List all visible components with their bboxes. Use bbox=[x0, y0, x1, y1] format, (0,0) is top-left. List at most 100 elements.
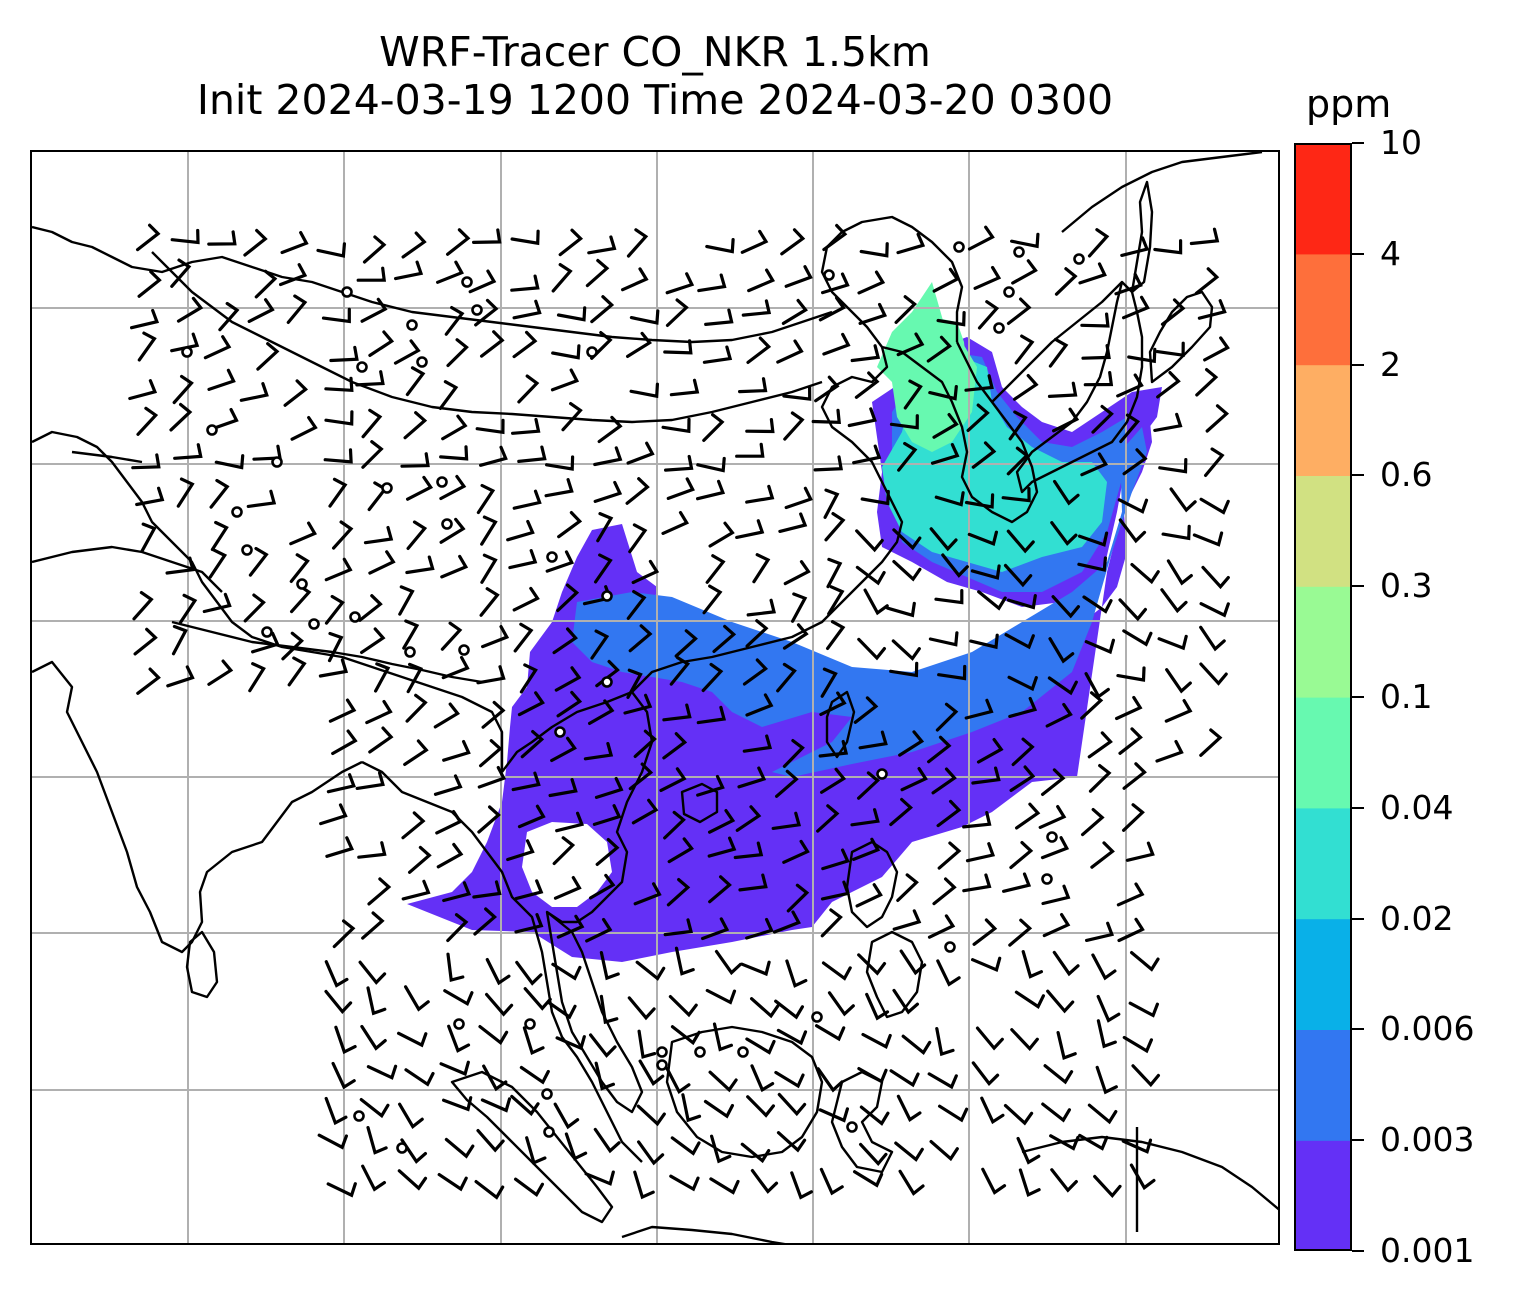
wind-barb-222 bbox=[628, 523, 648, 554]
wind-barb-591 bbox=[1087, 1103, 1118, 1125]
wind-barb-393 bbox=[511, 771, 541, 792]
wind-barb-559 bbox=[638, 1059, 665, 1086]
wind-barb-309 bbox=[857, 637, 886, 661]
wind-barb-622 bbox=[750, 1169, 779, 1194]
wind-barb-607 bbox=[929, 1140, 959, 1162]
map-canvas bbox=[32, 152, 1278, 1243]
wind-barb-96 bbox=[822, 332, 851, 356]
wind-barb-73 bbox=[977, 300, 1000, 330]
wind-barb-278 bbox=[746, 598, 776, 617]
wind-barb-213 bbox=[289, 521, 317, 546]
wind-barb-78 bbox=[1197, 299, 1227, 320]
wind-barb-137 bbox=[361, 408, 383, 439]
map-panel bbox=[30, 150, 1280, 1245]
calm-wind-marker-31 bbox=[993, 322, 1005, 334]
coastline-bay-of-bengal-east bbox=[361, 760, 643, 1163]
wind-barb-153 bbox=[1008, 410, 1028, 441]
wind-barb-508 bbox=[1091, 953, 1117, 981]
wind-barb-571 bbox=[1131, 1064, 1160, 1088]
wind-barb-430 bbox=[1122, 803, 1145, 832]
wind-barb-554 bbox=[404, 1068, 435, 1087]
wind-barb-317 bbox=[1157, 634, 1188, 651]
colorbar-tick-label-6: 0.1 bbox=[1380, 677, 1433, 716]
wind-barb-74 bbox=[1006, 297, 1032, 325]
wind-barb-541 bbox=[745, 1037, 776, 1055]
wind-barb-51 bbox=[1194, 267, 1220, 295]
wind-barb-34 bbox=[468, 269, 497, 294]
wind-barb-550 bbox=[1096, 1019, 1117, 1049]
wind-barb-105 bbox=[1203, 336, 1230, 362]
wind-barb-426 bbox=[962, 811, 992, 829]
wind-barb-371 bbox=[479, 739, 503, 768]
wind-barb-108 bbox=[207, 368, 236, 391]
wind-barb-598 bbox=[564, 1132, 588, 1161]
wind-barb-287 bbox=[1082, 595, 1113, 614]
wind-barb-9 bbox=[446, 228, 471, 256]
wind-barb-534 bbox=[478, 1025, 509, 1045]
wind-barb-469 bbox=[1116, 882, 1145, 907]
wind-barb-597 bbox=[525, 1136, 547, 1165]
wind-barb-406 bbox=[1009, 765, 1036, 792]
wind-barb-496 bbox=[635, 960, 666, 981]
wind-barb-8 bbox=[401, 231, 427, 259]
wind-barb-129 bbox=[1116, 373, 1144, 398]
wind-barb-536 bbox=[555, 1035, 586, 1051]
wind-barb-447 bbox=[1040, 836, 1070, 860]
wind-barb-15 bbox=[705, 238, 735, 254]
wind-barb-193 bbox=[476, 483, 496, 515]
wind-barb-417 bbox=[631, 798, 659, 825]
wind-barb-267 bbox=[243, 593, 266, 623]
wind-barb-150 bbox=[889, 414, 919, 430]
wind-barb-202 bbox=[823, 488, 840, 519]
wind-barb-522 bbox=[774, 999, 804, 1020]
wind-barb-76 bbox=[1122, 295, 1150, 320]
wind-barb-352 bbox=[556, 690, 583, 718]
wind-barb-192 bbox=[439, 474, 467, 501]
wind-barb-445 bbox=[965, 842, 996, 863]
colorbar-tick-mark-2 bbox=[1352, 1139, 1364, 1142]
chart-title: WRF-Tracer CO_NKR 1.5km Init 2024-03-19 … bbox=[30, 28, 1280, 124]
wind-barb-300 bbox=[513, 622, 534, 653]
wind-barb-94 bbox=[746, 336, 772, 364]
wind-barb-539 bbox=[670, 1025, 701, 1046]
wind-barb-353 bbox=[588, 699, 615, 725]
wind-barb-77 bbox=[1160, 298, 1186, 326]
wind-barb-160 bbox=[173, 443, 203, 460]
wind-barb-255 bbox=[855, 565, 886, 586]
wind-barb-185 bbox=[135, 486, 165, 507]
wind-barb-587 bbox=[938, 1104, 969, 1123]
wind-barb-276 bbox=[626, 590, 647, 620]
wind-barb-314 bbox=[1048, 637, 1075, 664]
colorbar-tick-mark-4 bbox=[1352, 917, 1364, 920]
colorbar-segment-3 bbox=[1294, 918, 1352, 1030]
wind-barb-272 bbox=[479, 587, 500, 617]
wind-barb-63 bbox=[590, 295, 615, 324]
co-plume-mid-band bbox=[572, 427, 1147, 777]
wind-barb-110 bbox=[283, 379, 309, 407]
wind-barb-572 bbox=[324, 1096, 348, 1126]
wind-barb-409 bbox=[1122, 762, 1147, 790]
wind-barb-111 bbox=[324, 376, 354, 393]
wind-barb-450 bbox=[367, 877, 392, 906]
wind-barb-388 bbox=[1199, 728, 1223, 757]
wind-barb-495 bbox=[599, 951, 620, 981]
wind-barb-507 bbox=[1052, 950, 1080, 977]
wind-barb-163 bbox=[323, 448, 353, 464]
wind-barb-405 bbox=[971, 766, 1001, 785]
colorbar-unit-label: ppm bbox=[1306, 82, 1392, 126]
coastline-java bbox=[621, 1225, 786, 1243]
wind-barb-545 bbox=[901, 1034, 932, 1055]
wind-barb-172 bbox=[664, 454, 694, 472]
colorbar-tick-mark-1 bbox=[1352, 1250, 1364, 1252]
wind-barb-416 bbox=[592, 804, 622, 826]
wind-barb-19 bbox=[859, 242, 889, 258]
wind-barb-293 bbox=[251, 631, 280, 654]
colorbar-segment-9 bbox=[1294, 253, 1352, 366]
wind-barb-102 bbox=[1081, 344, 1111, 360]
calm-wind-marker-32 bbox=[876, 768, 888, 780]
wind-barb-148 bbox=[811, 408, 841, 424]
wind-barb-358 bbox=[819, 691, 847, 716]
wind-barb-467 bbox=[1002, 872, 1032, 893]
calm-wind-marker-29 bbox=[1003, 286, 1015, 298]
wind-barb-112 bbox=[355, 370, 385, 387]
